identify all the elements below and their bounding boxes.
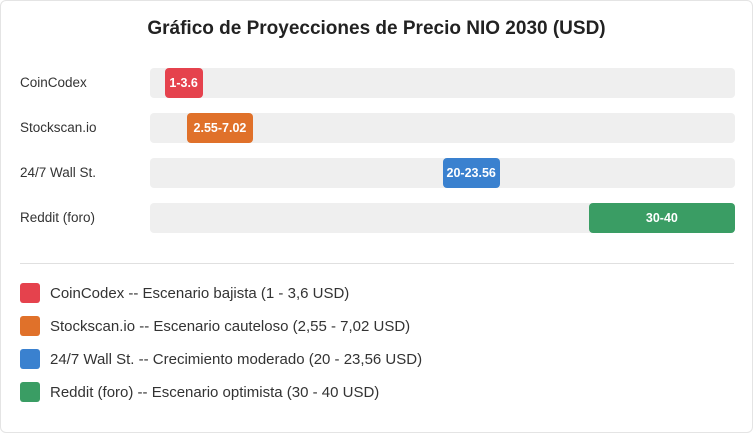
category-label: Stockscan.io [20,120,97,135]
legend-label: Stockscan.io -- Escenario cauteloso (2,5… [50,317,411,335]
category-label: 24/7 Wall St. [20,165,97,180]
legend-divider [20,263,734,264]
legend-label: 24/7 Wall St. -- Crecimiento moderado (2… [50,350,423,368]
bar-value-label: 1-3.6 [169,76,198,90]
legend-swatch [20,283,40,303]
bar-track: 1-3.6 [150,68,735,98]
range-bar: 30-40 [588,203,735,233]
legend-label: Reddit (foro) -- Escenario optimista (30… [50,383,380,401]
range-bar: 2.55-7.02 [187,113,253,143]
legend-label: CoinCodex -- Escenario bajista (1 - 3,6 … [50,284,350,302]
range-bar: 1-3.6 [164,68,203,98]
legend-item: CoinCodex -- Escenario bajista (1 - 3,6 … [20,282,349,304]
legend-swatch [20,316,40,336]
bar-track: 2.55-7.02 [150,113,735,143]
range-bar: 20-23.56 [442,158,500,188]
legend-item: 24/7 Wall St. -- Crecimiento moderado (2… [20,348,422,370]
bar-track: 20-23.56 [150,158,735,188]
bar-value-label: 20-23.56 [446,166,496,180]
chart-title: Gráfico de Proyecciones de Precio NIO 20… [147,18,606,39]
bar-value-label: 2.55-7.02 [193,121,247,135]
category-label: Reddit (foro) [20,210,96,225]
bar-track: 30-40 [150,203,735,233]
legend-item: Reddit (foro) -- Escenario optimista (30… [20,381,379,403]
category-label: CoinCodex [20,75,87,90]
legend-swatch [20,349,40,369]
bar-value-label: 30-40 [645,211,678,225]
legend-item: Stockscan.io -- Escenario cauteloso (2,5… [20,315,410,337]
legend-swatch [20,382,40,402]
